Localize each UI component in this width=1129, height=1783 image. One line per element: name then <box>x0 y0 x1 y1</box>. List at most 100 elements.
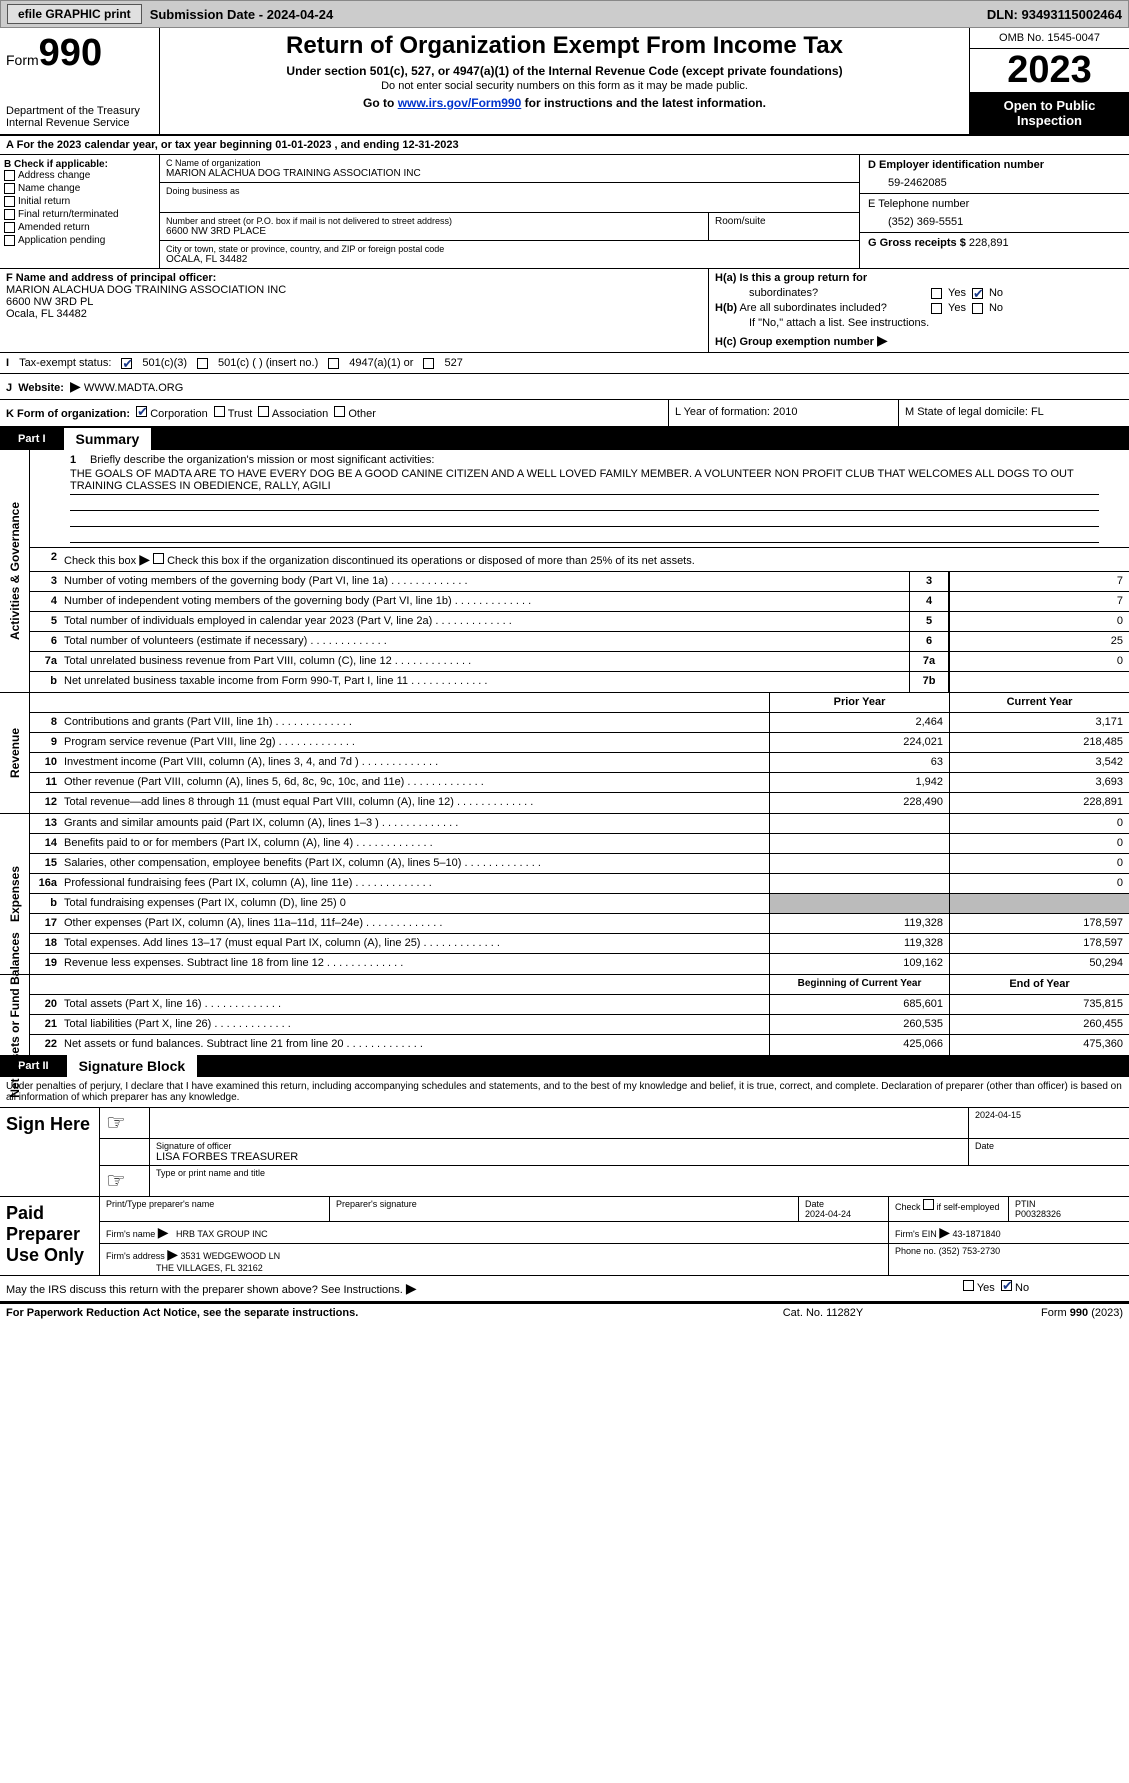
discontinued-checkbox[interactable] <box>153 553 164 564</box>
firm-addr2: THE VILLAGES, FL 32162 <box>156 1263 263 1273</box>
line2-text: Check this box ▶ Check this box if the o… <box>60 548 1129 571</box>
discuss-no-checkbox[interactable] <box>1001 1280 1012 1291</box>
form-990: Form990 <box>6 32 153 75</box>
self-employed-checkbox[interactable] <box>923 1199 934 1210</box>
firm-name: HRB TAX GROUP INC <box>176 1229 268 1239</box>
k-checkbox[interactable] <box>334 406 345 417</box>
open-to-public: Open to Public Inspection <box>970 92 1129 134</box>
b-checkbox[interactable] <box>4 183 15 194</box>
b-heading: B Check if applicable: <box>4 159 155 170</box>
irs: Internal Revenue Service <box>6 117 153 129</box>
rev-line: 8Contributions and grants (Part VIII, li… <box>30 713 1129 733</box>
preparer-sig-label: Preparer's signature <box>330 1197 799 1221</box>
officer-name: MARION ALACHUA DOG TRAINING ASSOCIATION … <box>6 284 702 296</box>
exp-line: 16aProfessional fundraising fees (Part I… <box>30 874 1129 894</box>
current-year-hdr: Current Year <box>949 693 1129 712</box>
sum-governance: Activities & Governance 1Briefly describ… <box>0 450 1129 693</box>
b-checkbox[interactable] <box>4 196 15 207</box>
preparer-name-label: Print/Type preparer's name <box>100 1197 330 1221</box>
firm-addr1: 3531 WEDGEWOOD LN <box>181 1251 281 1261</box>
phone-label: E Telephone number <box>868 198 1121 210</box>
b-checkbox[interactable] <box>4 209 15 220</box>
form-label: Form <box>6 52 39 68</box>
dln: DLN: 93493115002464 <box>987 7 1122 22</box>
officer-label: F Name and address of principal officer: <box>6 272 702 284</box>
exp-line: 19Revenue less expenses. Subtract line 1… <box>30 954 1129 974</box>
irs-link[interactable]: www.irs.gov/Form990 <box>398 96 522 110</box>
527-checkbox[interactable] <box>423 358 434 369</box>
dept-treasury: Department of the Treasury <box>6 105 153 117</box>
exp-line: bTotal fundraising expenses (Part IX, co… <box>30 894 1129 914</box>
sig-declaration: Under penalties of perjury, I declare th… <box>0 1077 1129 1108</box>
officer-addr2: Ocala, FL 34482 <box>6 308 702 320</box>
gov-line: 6Total number of volunteers (estimate if… <box>30 632 1129 652</box>
discuss-yes-checkbox[interactable] <box>963 1280 974 1291</box>
firm-phone: (352) 753-2730 <box>939 1246 1001 1256</box>
k-checkbox[interactable] <box>136 406 147 417</box>
row-a-calendar: A For the 2023 calendar year, or tax yea… <box>0 136 1129 155</box>
col-h: H(a) Is this a group return for subordin… <box>709 269 1129 352</box>
header: Form990 Department of the Treasury Inter… <box>0 28 1129 136</box>
dba-label: Doing business as <box>166 186 853 196</box>
col-c: C Name of organizationMARION ALACHUA DOG… <box>160 155 859 268</box>
ein-label: D Employer identification number <box>868 159 1121 171</box>
col-b: B Check if applicable: Address changeNam… <box>0 155 160 268</box>
org-name: MARION ALACHUA DOG TRAINING ASSOCIATION … <box>166 168 853 179</box>
hb-yes-checkbox[interactable] <box>931 303 942 314</box>
b-checkbox-item: Amended return <box>4 222 155 233</box>
b-checkbox-item: Address change <box>4 170 155 181</box>
sig-date: 2024-04-15 <box>969 1108 1129 1138</box>
vlabel-gov: Activities & Governance <box>8 502 22 640</box>
net-line: 20Total assets (Part X, line 16)685,6017… <box>30 995 1129 1015</box>
k-checkbox[interactable] <box>214 406 225 417</box>
exp-line: 13Grants and similar amounts paid (Part … <box>30 814 1129 834</box>
ha-no-checkbox[interactable] <box>972 288 983 299</box>
gov-line: 7aTotal unrelated business revenue from … <box>30 652 1129 672</box>
vlabel-rev: Revenue <box>8 728 22 778</box>
hb-no-checkbox[interactable] <box>972 303 983 314</box>
b-checkbox[interactable] <box>4 235 15 246</box>
b-checkbox[interactable] <box>4 222 15 233</box>
exp-line: 17Other expenses (Part IX, column (A), l… <box>30 914 1129 934</box>
sum-revenue: Revenue Prior Year Current Year 8Contrib… <box>0 693 1129 814</box>
net-line: 22Net assets or fund balances. Subtract … <box>30 1035 1129 1055</box>
gov-line: 3Number of voting members of the governi… <box>30 572 1129 592</box>
k-checkbox[interactable] <box>258 406 269 417</box>
preparer-date: 2024-04-24 <box>805 1209 882 1219</box>
hc-label: H(c) Group exemption number <box>715 336 877 348</box>
row-i: I Tax-exempt status: 501(c)(3) 501(c) ( … <box>0 353 1129 400</box>
website-label: Website: <box>18 382 67 394</box>
end-year-hdr: End of Year <box>949 975 1129 994</box>
exp-line: 14Benefits paid to or for members (Part … <box>30 834 1129 854</box>
cat-no: Cat. No. 11282Y <box>723 1307 923 1319</box>
footer: For Paperwork Reduction Act Notice, see … <box>0 1302 1129 1322</box>
ptin: P00328326 <box>1015 1209 1123 1219</box>
gov-line: 4Number of independent voting members of… <box>30 592 1129 612</box>
gross-label: G Gross receipts $ <box>868 237 966 249</box>
ein: 59-2462085 <box>868 177 1121 189</box>
501c-checkbox[interactable] <box>197 358 208 369</box>
form-subtitle2: Do not enter social security numbers on … <box>168 80 961 92</box>
firm-ein: 43-1871840 <box>953 1229 1001 1239</box>
row-j: J Website: ▶ WWW.MADTA.ORG <box>0 373 1129 399</box>
fh-block: F Name and address of principal officer:… <box>0 269 1129 353</box>
b-checkbox[interactable] <box>4 170 15 181</box>
exp-line: 18Total expenses. Add lines 13–17 (must … <box>30 934 1129 954</box>
rev-line: 12Total revenue—add lines 8 through 11 (… <box>30 793 1129 813</box>
4947-checkbox[interactable] <box>328 358 339 369</box>
col-f: F Name and address of principal officer:… <box>0 269 709 352</box>
sig-officer-label: Signature of officer <box>156 1141 962 1151</box>
prior-year-hdr: Prior Year <box>769 693 949 712</box>
form-footer: Form 990 (2023) <box>923 1307 1123 1319</box>
b-checkbox-item: Application pending <box>4 235 155 246</box>
501c3-checkbox[interactable] <box>121 358 132 369</box>
paid-preparer-label: Paid Preparer Use Only <box>0 1197 100 1275</box>
ha-yes-checkbox[interactable] <box>931 288 942 299</box>
part1-bar: Part I Summary <box>0 428 1129 450</box>
sum-netassets: Net Assets or Fund Balances Beginning of… <box>0 975 1129 1055</box>
goto-line: Go to www.irs.gov/Form990 for instructio… <box>168 96 961 110</box>
b-checkbox-item: Initial return <box>4 196 155 207</box>
officer-name-title: LISA FORBES TREASURER <box>156 1151 962 1163</box>
efile-btn[interactable]: efile GRAPHIC print <box>7 4 142 24</box>
form-number: 990 <box>39 32 102 74</box>
